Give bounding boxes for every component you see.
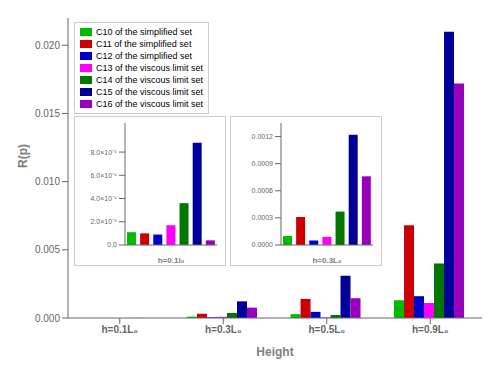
svg-text:0.010: 0.010 <box>35 176 60 187</box>
svg-text:h=0.1L₀: h=0.1L₀ <box>102 324 138 335</box>
svg-text:2.0×10⁻⁶: 2.0×10⁻⁶ <box>91 218 118 225</box>
svg-text:R(p): R(p) <box>16 144 30 168</box>
svg-text:h=0.3L₀: h=0.3L₀ <box>205 324 241 335</box>
svg-text:0.005: 0.005 <box>35 244 60 255</box>
svg-text:h=0.9L₀: h=0.9L₀ <box>412 324 448 335</box>
svg-text:0.0: 0.0 <box>107 241 117 248</box>
svg-text:0.000: 0.000 <box>35 313 60 324</box>
svg-text:0.0012: 0.0012 <box>252 133 274 140</box>
svg-text:0.015: 0.015 <box>35 108 60 119</box>
html-text:C12 of the simplified set: C12 of the simplified set <box>96 51 192 61</box>
svg-text:4.0×10⁻⁶: 4.0×10⁻⁶ <box>91 195 118 202</box>
svg-text:h=0.1l₀: h=0.1l₀ <box>158 256 185 263</box>
svg-text:0.0006: 0.0006 <box>252 187 274 194</box>
html-text:C11 of the simplified set: C11 of the simplified set <box>96 39 192 49</box>
svg-text:0.0009: 0.0009 <box>252 160 274 167</box>
svg-text:6.0×10⁻⁶: 6.0×10⁻⁶ <box>91 172 118 179</box>
html-text:C15 of the viscous limit set: C15 of the viscous limit set <box>96 87 203 97</box>
svg-text:0.0003: 0.0003 <box>252 214 274 221</box>
svg-text:0.0000: 0.0000 <box>252 241 274 248</box>
svg-text:h=0.5L₀: h=0.5L₀ <box>309 324 345 335</box>
html-text:C10 of the simplified set: C10 of the simplified set <box>96 27 192 37</box>
html-text:C13 of the viscous limit set: C13 of the viscous limit set <box>96 63 203 73</box>
svg-text:h=0.3L₀: h=0.3L₀ <box>312 256 342 263</box>
html-text:C16 of the viscous limit set: C16 of the viscous limit set <box>96 99 203 109</box>
svg-text:0.020: 0.020 <box>35 40 60 51</box>
html-text:C14 of the viscous limit set: C14 of the viscous limit set <box>96 75 203 85</box>
svg-text:8.0×10⁻⁶: 8.0×10⁻⁶ <box>91 149 118 156</box>
svg-text:Height: Height <box>256 345 293 359</box>
